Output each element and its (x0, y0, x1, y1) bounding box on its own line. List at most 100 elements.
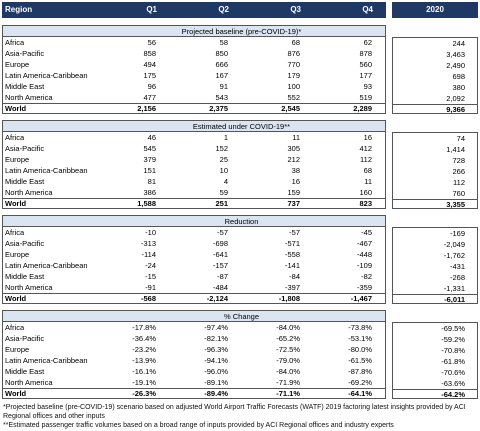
total-cell: 9,366 (446, 105, 465, 114)
total-cell: 112 (453, 178, 465, 187)
value-cell: 251 (215, 199, 228, 208)
table-row: North America -91 -484 -397 -359 (3, 282, 385, 293)
value-cell: 545 (143, 144, 156, 153)
value-cell: -157 (212, 261, 228, 270)
value-cell: 16 (363, 133, 372, 142)
total-cell: 380 (452, 83, 465, 92)
value-cell: 305 (287, 144, 300, 153)
region-cell: Europe (5, 60, 30, 69)
total-cell: -70.8% (441, 346, 465, 355)
total-row: -59.2% (393, 334, 477, 345)
total-row: -2,049 (393, 239, 477, 250)
section-table: % Change Africa -17.8% -97.4% -84.0% -73.8% As… (2, 310, 386, 399)
region-cell: Middle East (5, 272, 45, 281)
value-cell: -36.4% (132, 334, 156, 343)
value-cell: -448 (356, 250, 372, 259)
value-cell: 59 (219, 188, 228, 197)
value-cell: -84.0% (276, 323, 300, 332)
region-cell: World (5, 199, 27, 208)
total-row: -61.8% (393, 356, 477, 367)
value-cell: 11 (364, 177, 372, 186)
total-row: 266 (393, 166, 477, 177)
total-row: 74 (393, 133, 477, 144)
value-cell: 2,545 (281, 104, 300, 113)
total-row: 112 (393, 177, 477, 188)
value-cell: 25 (219, 155, 228, 164)
value-cell: 167 (215, 71, 228, 80)
region-cell: Latin America-Caribbean (5, 261, 88, 270)
region-cell: North America (5, 378, 53, 387)
value-cell: 2,156 (137, 104, 156, 113)
table-row: Europe 379 25 212 112 (3, 154, 385, 165)
value-cell: -114 (141, 250, 156, 259)
region-cell: Europe (5, 155, 30, 164)
value-cell: 38 (291, 166, 300, 175)
total-row: -431 (393, 261, 477, 272)
table-row: World 2,156 2,375 2,545 2,289 (3, 103, 385, 114)
total-row: 2,092 (393, 93, 477, 104)
value-cell: -97.4% (204, 323, 228, 332)
region-cell: North America (5, 188, 53, 197)
value-cell: 151 (143, 166, 156, 175)
table-row: World -26.3% -89.4% -71.1% -64.1% (3, 388, 385, 399)
table-row: Asia-Pacific 545 152 305 412 (3, 143, 385, 154)
table-row: Africa -17.8% -97.4% -84.0% -73.8% (3, 322, 385, 333)
value-cell: 68 (291, 38, 300, 47)
total-cell: -69.5% (441, 324, 465, 333)
value-cell: -89.4% (204, 389, 228, 398)
region-cell: World (5, 294, 27, 303)
value-cell: -84 (289, 272, 300, 281)
value-cell: 91 (219, 82, 228, 91)
value-cell: 177 (359, 71, 372, 80)
value-cell: -57 (289, 228, 300, 237)
total-row: 728 (393, 155, 477, 166)
region-cell: Asia-Pacific (5, 144, 45, 153)
value-cell: -10 (145, 228, 156, 237)
value-cell: 152 (215, 144, 228, 153)
section: Estimated under COVID-19** Africa 46 1 11 16 A… (2, 120, 478, 209)
value-cell: -397 (284, 283, 300, 292)
total-cell: -59.2% (441, 335, 465, 344)
section-title: Reduction (3, 216, 385, 227)
total-table: 244 3,463 2,490 698 380 2,092 9,366 (392, 37, 478, 114)
value-cell: 112 (360, 155, 372, 164)
value-cell: -15 (145, 272, 156, 281)
region-cell: Latin America-Caribbean (5, 71, 88, 80)
value-cell: -57 (217, 228, 228, 237)
total-row: 760 (393, 188, 477, 199)
table-row: North America -19.1% -89.1% -71.9% -69.2% (3, 377, 385, 388)
total-cell: 266 (452, 167, 465, 176)
value-cell: 175 (143, 71, 156, 80)
value-cell: -96.0% (204, 367, 228, 376)
total-table: -169 -2,049 -1,762 -431 -268 -1,331 -6,011 (392, 227, 478, 304)
region-cell: Middle East (5, 367, 45, 376)
value-cell: -313 (140, 239, 156, 248)
value-cell: 16 (291, 177, 300, 186)
value-cell: -19.1% (132, 378, 156, 387)
region-cell: Middle East (5, 177, 45, 186)
value-cell: 379 (143, 155, 156, 164)
total-cell: -2,049 (443, 240, 465, 249)
value-cell: -61.5% (348, 356, 372, 365)
value-cell: 876 (287, 49, 300, 58)
value-cell: 4 (223, 177, 228, 186)
total-table: 74 1,414 728 266 112 760 3,355 (392, 132, 478, 209)
table-row: World -568 -2,124 -1,808 -1,467 (3, 293, 385, 304)
header-cell: Q4 (313, 2, 373, 18)
total-cell: 74 (456, 134, 465, 143)
header-cell: Q2 (169, 2, 229, 18)
value-cell: 160 (359, 188, 372, 197)
total-cell: -63.6% (441, 379, 465, 388)
region-cell: Africa (5, 228, 25, 237)
total-row: 380 (393, 82, 477, 93)
header-cell: 2020 (392, 2, 478, 18)
footnotes: *Projected baseline (pre-COVID-19) scena… (3, 403, 479, 430)
region-cell: Europe (5, 250, 30, 259)
footnote: **Estimated passenger traffic volumes ba… (3, 422, 394, 429)
table-row: Africa 46 1 11 16 (3, 132, 385, 143)
value-cell: 96 (147, 82, 156, 91)
value-cell: -71.9% (276, 378, 300, 387)
table-row: Africa -10 -57 -57 -45 (3, 227, 385, 238)
region-cell: Africa (5, 133, 25, 142)
value-cell: -53.1% (348, 334, 372, 343)
